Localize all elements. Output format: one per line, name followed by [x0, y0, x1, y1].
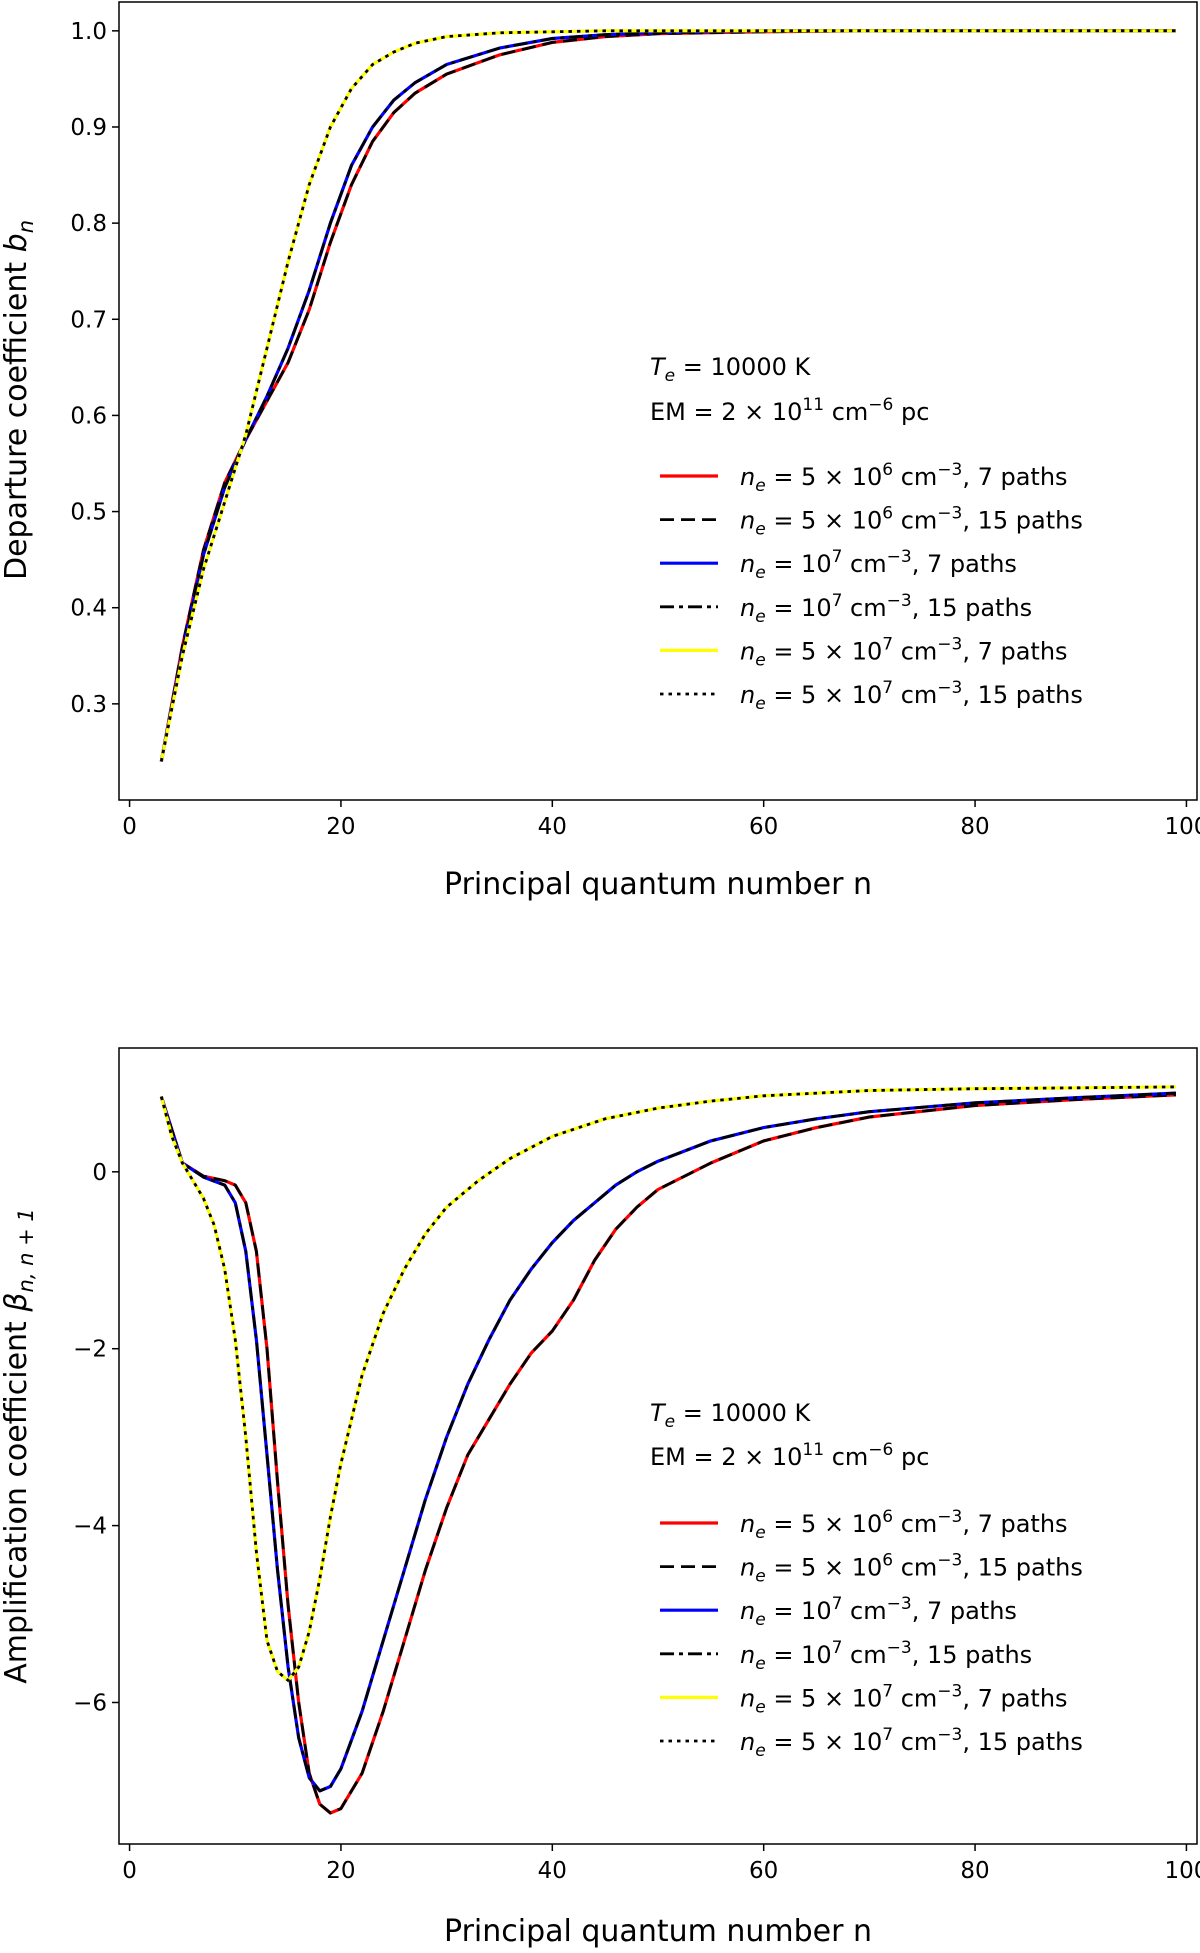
series-lines: [159, 29, 1176, 762]
y-axis-label: Amplification coefficient βn, n + 1: [0, 1208, 38, 1684]
y-tick-label: 0.3: [70, 692, 107, 718]
y-tick-label: 0.4: [70, 596, 107, 622]
legend: ne = 5 × 106 cm−3, 7 paths ne = 5 × 106 c…: [660, 1507, 1083, 1761]
x-tick-label: 80: [960, 814, 989, 840]
legend-label: ne = 5 × 107 cm−3, 7 paths: [740, 634, 1068, 670]
x-tick-label: 100: [1164, 1858, 1200, 1884]
y-axis-label-text: Departure coefficient: [0, 252, 34, 580]
y-tick-label: 0.9: [70, 115, 107, 141]
x-axis-ticks: 0 20 40 60 80 100: [122, 800, 1200, 840]
x-axis-label: Principal quantum number n: [444, 1914, 872, 1949]
plot-frame: [118, 1047, 1198, 1845]
y-axis-ticks: −6 −4 −2 0: [73, 1160, 119, 1716]
legend-label: ne = 5 × 107 cm−3, 7 paths: [740, 1681, 1068, 1717]
y-tick-label: 0.6: [70, 403, 107, 429]
legend-label: ne = 107 cm−3, 15 paths: [740, 591, 1032, 627]
annotation-temperature: Te = 10000 K: [650, 1399, 811, 1432]
y-axis-symbol: β: [0, 1292, 34, 1312]
annotation-emission-measure: EM = 2 × 1011 cm−6 pc: [650, 1440, 929, 1471]
legend-label: ne = 5 × 106 cm−3, 7 paths: [740, 1507, 1068, 1543]
annotation-emission-measure: EM = 2 × 1011 cm−6 pc: [650, 395, 929, 426]
y-tick-label: −2: [73, 1337, 107, 1363]
amplification-coefficient-panel: 0 20 40 60 80 100 −6 −4 −2 0 Principal quantum n…: [0, 1047, 1200, 1949]
x-axis-label: Principal quantum number n: [444, 867, 872, 902]
series-line-n-e-5-10-7-cm-3-7-paths-solid: [159, 1085, 1176, 1683]
y-axis-subscript: n, n + 1: [14, 1208, 38, 1292]
x-tick-label: 20: [326, 1858, 355, 1884]
y-tick-label: −6: [73, 1690, 107, 1716]
legend-label: ne = 5 × 106 cm−3, 15 paths: [740, 1551, 1083, 1587]
series-line-n-e-5-10-7-cm-3-15-paths-dotted: [159, 1085, 1176, 1682]
annotation: Te = 10000 K EM = 2 × 1011 cm−6 pc: [650, 353, 929, 426]
y-tick-label: 0.5: [70, 500, 107, 526]
x-tick-label: 20: [326, 814, 355, 840]
annotation-temperature: Te = 10000 K: [650, 353, 811, 386]
x-tick-label: 80: [960, 1858, 989, 1884]
y-axis-ticks: 0.3 0.4 0.5 0.6 0.7 0.8 0.9 1.0: [70, 19, 119, 718]
legend-label: ne = 5 × 107 cm−3, 15 paths: [740, 678, 1083, 714]
series-line-n-e-5-10-7-cm-3-15-paths-dotted: [159, 29, 1176, 762]
x-tick-label: 60: [749, 1858, 778, 1884]
series-lines: [159, 1085, 1176, 1815]
y-tick-label: 0: [92, 1160, 107, 1186]
legend-label: ne = 107 cm−3, 7 paths: [740, 1594, 1017, 1630]
plot-frame: [118, 1, 1198, 801]
series-line-n-e-10-7-cm-3-7-paths-solid: [159, 1091, 1176, 1793]
x-tick-label: 100: [1164, 814, 1200, 840]
departure-coefficient-panel: 0 20 40 60 80 100 0.3 0.4 0.5 0.6 0.7 0.8 0.9 1.0 Pr…: [0, 1, 1200, 902]
annotation: Te = 10000 K EM = 2 × 1011 cm−6 pc: [650, 1399, 929, 1471]
legend-label: ne = 5 × 107 cm−3, 15 paths: [740, 1725, 1083, 1761]
x-tick-label: 0: [122, 814, 137, 840]
y-tick-label: 1.0: [70, 19, 107, 45]
y-tick-label: 0.7: [70, 307, 107, 333]
legend-label: ne = 5 × 106 cm−3, 7 paths: [740, 460, 1068, 496]
x-tick-label: 40: [538, 814, 567, 840]
x-tick-label: 0: [122, 1858, 137, 1884]
y-axis-label-text: Amplification coefficient: [0, 1312, 34, 1684]
series-line-n-e-5-10-6-cm-3-15-paths-dashed: [159, 1093, 1176, 1815]
legend-label: ne = 107 cm−3, 15 paths: [740, 1638, 1032, 1674]
x-tick-label: 60: [749, 814, 778, 840]
y-axis-label: Departure coefficient bn: [0, 220, 38, 580]
x-tick-label: 40: [538, 1858, 567, 1884]
legend: ne = 5 × 106 cm−3, 7 paths ne = 5 × 106 c…: [660, 460, 1083, 714]
legend-label: ne = 107 cm−3, 7 paths: [740, 547, 1017, 583]
y-tick-label: −4: [73, 1514, 107, 1540]
x-axis-ticks: 0 20 40 60 80 100: [122, 1844, 1200, 1884]
y-tick-label: 0.8: [70, 211, 107, 237]
y-axis-symbol: b: [0, 233, 34, 252]
legend-label: ne = 5 × 106 cm−3, 15 paths: [740, 504, 1083, 540]
y-axis-subscript: n: [14, 220, 38, 233]
